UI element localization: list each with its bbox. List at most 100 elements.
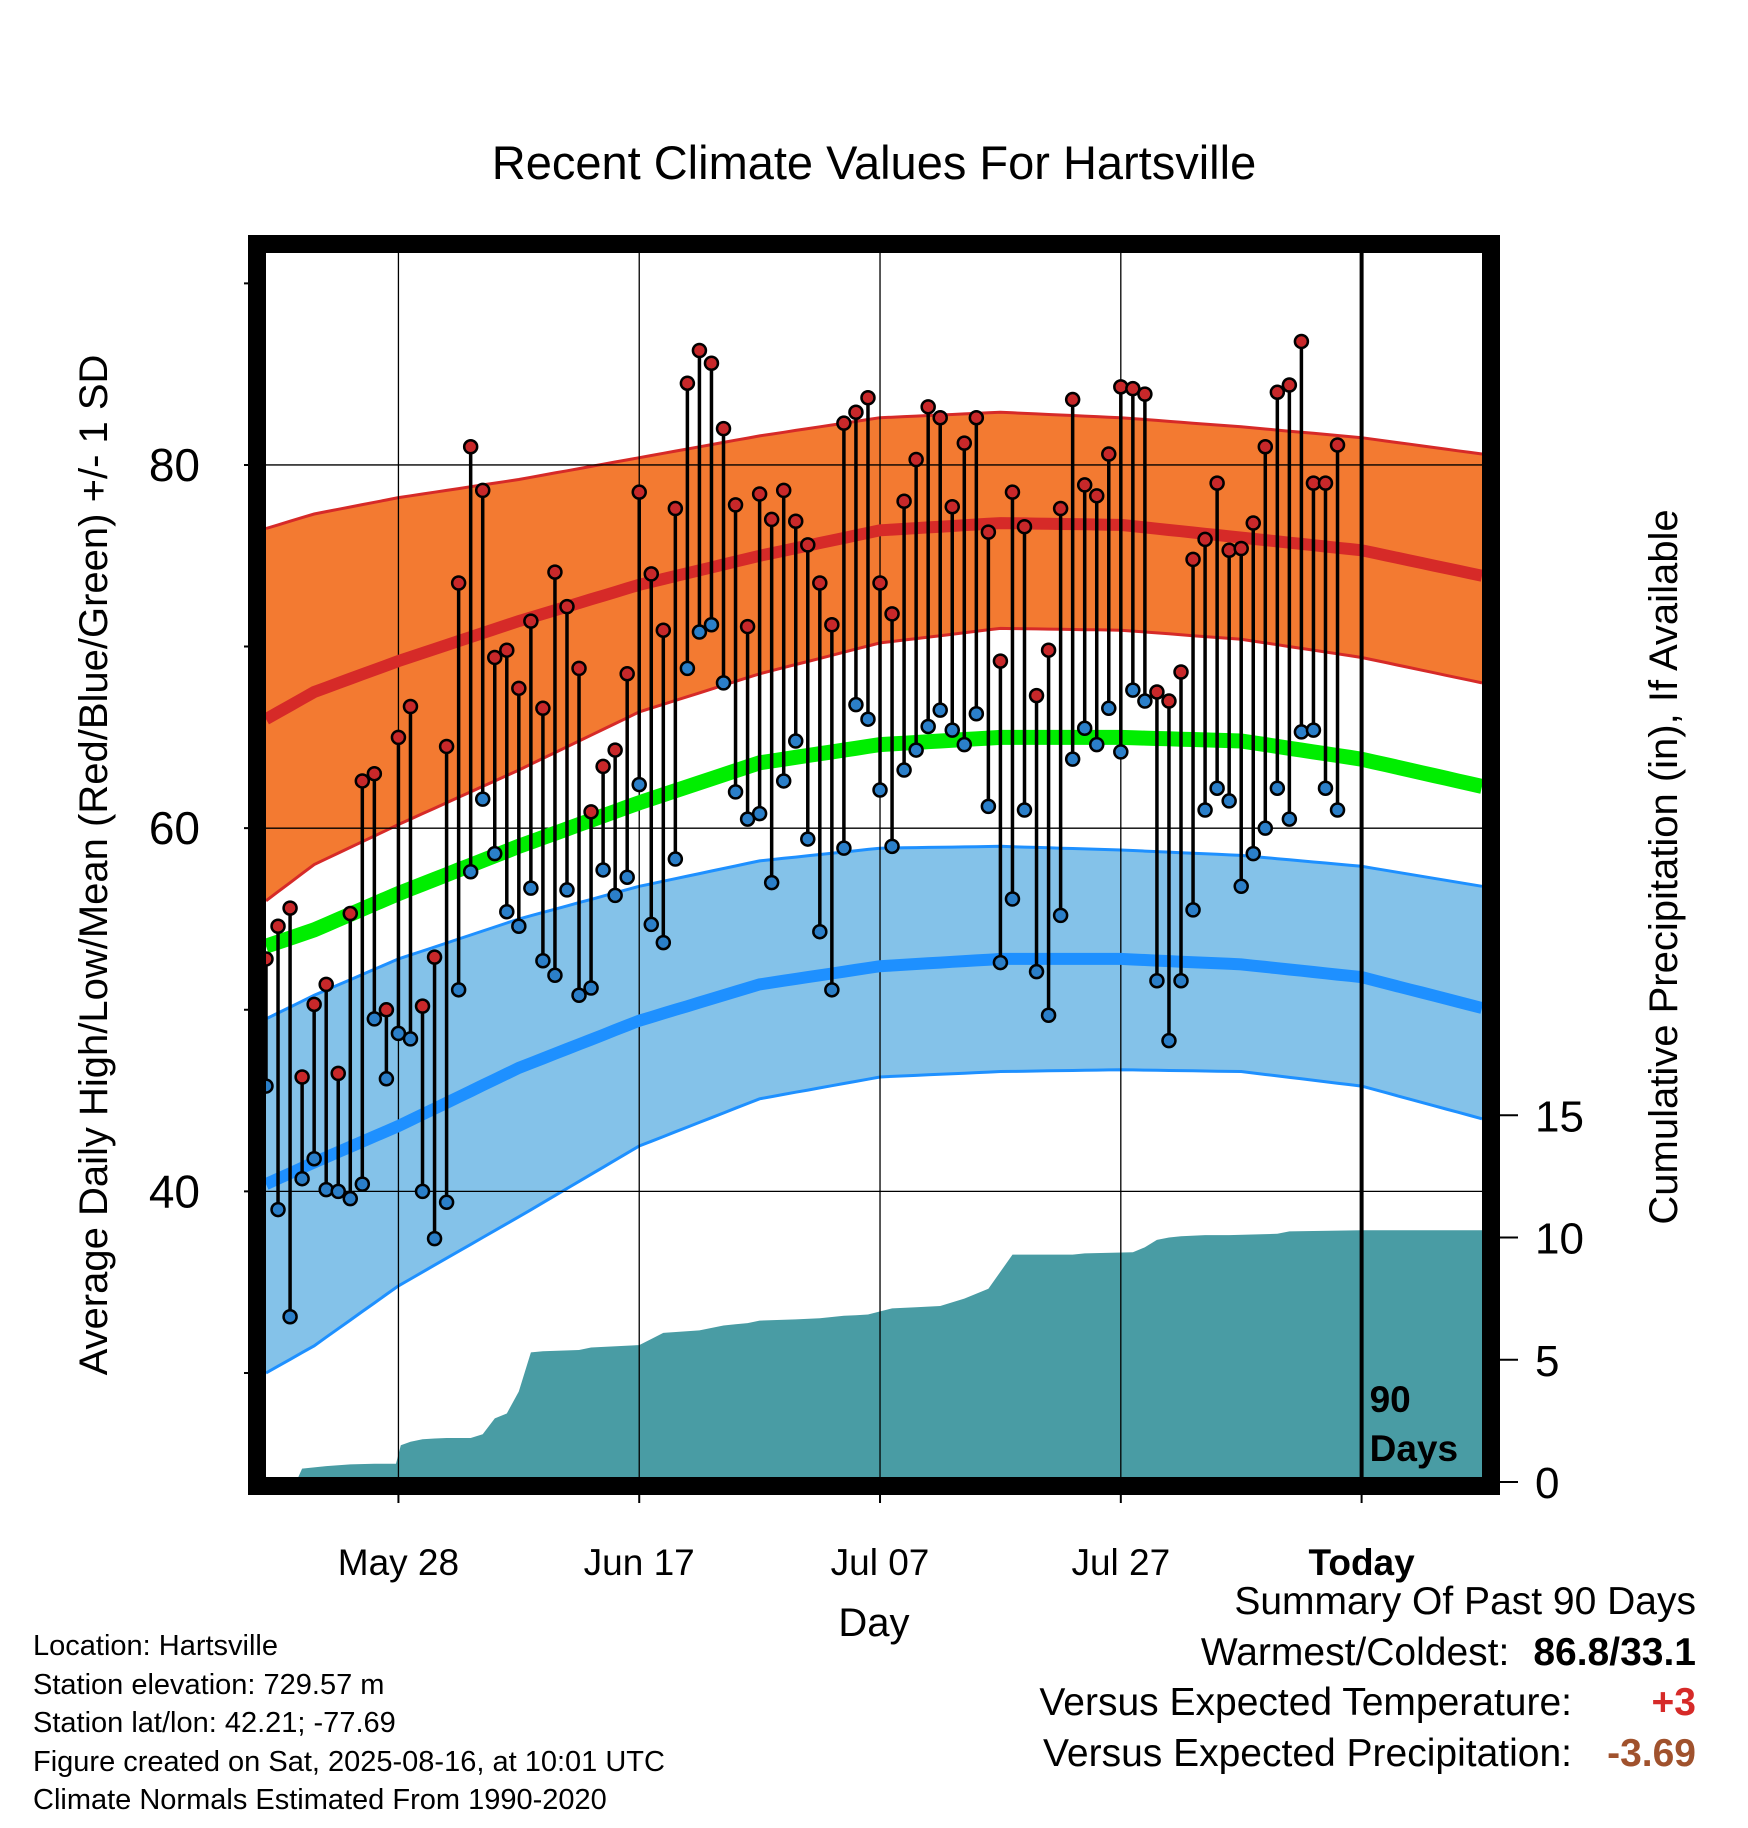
low-temp-point xyxy=(1245,845,1261,862)
high-temp-point xyxy=(1064,391,1081,408)
high-temp-point xyxy=(932,409,948,426)
high-temp-point xyxy=(655,622,672,638)
low-temp-point xyxy=(968,706,985,722)
low-temp-point xyxy=(523,880,539,896)
low-temp-point xyxy=(1088,736,1105,753)
high-temp-point xyxy=(1329,437,1346,453)
high-temp-point xyxy=(980,524,997,540)
low-temp-point xyxy=(1161,1032,1177,1049)
high-temp-point xyxy=(1317,475,1334,491)
plot-frame xyxy=(248,235,1500,1495)
y2-tick-label: 5 xyxy=(1535,1337,1559,1386)
y2-axis-label: Cumulative Precipitation (in), If Availa… xyxy=(1642,509,1686,1224)
low-temp-point xyxy=(1173,972,1189,989)
normals-text: Climate Normals Estimated From 1990-2020 xyxy=(33,1784,607,1816)
low-temp-point xyxy=(294,1170,310,1187)
low-temp-point xyxy=(800,831,816,847)
high-temp-point xyxy=(643,566,660,582)
temp-anomaly-label: Versus Expected Temperature: xyxy=(1039,1681,1572,1724)
high-temp-point xyxy=(775,482,792,499)
low-sd-lower-line xyxy=(265,1068,1483,1375)
low-temp-point xyxy=(1040,1007,1057,1023)
low-temp-point xyxy=(1197,802,1213,818)
y-axis-label: Average Daily High/Low/Mean (Red/Blue/Gr… xyxy=(72,355,116,1376)
warm-cold-label: Warmest/Coldest: xyxy=(1200,1630,1510,1674)
x-tick-label: Jul 07 xyxy=(831,1542,930,1583)
high-temp-point xyxy=(378,1002,395,1018)
low-temp-point xyxy=(1137,693,1153,709)
low-temp-point xyxy=(583,980,599,996)
low-temp-point xyxy=(438,1194,455,1211)
summary-heading: Summary Of Past 90 Days xyxy=(1234,1580,1696,1623)
low-temp-point xyxy=(571,987,587,1004)
high-temp-point xyxy=(294,1069,310,1085)
high-temp-point xyxy=(667,500,684,517)
low-temp-point xyxy=(908,742,924,758)
high-temp-point xyxy=(619,666,635,682)
high-temp-point xyxy=(884,606,900,622)
low-temp-point xyxy=(1221,793,1237,809)
low-temp-point xyxy=(824,982,840,998)
precip-anomaly-label: Versus Expected Precipitation: xyxy=(1043,1731,1572,1775)
high-temp-point xyxy=(450,575,467,591)
high-temp-point xyxy=(824,617,840,633)
low-temp-point xyxy=(763,874,780,891)
summary-panel: Summary Of Past 90 Days Warmest/Coldest:… xyxy=(1039,1577,1696,1779)
x-tick-label: Today xyxy=(1308,1542,1415,1583)
high-temp-point xyxy=(1052,500,1069,517)
low-temp-point xyxy=(787,733,804,749)
low-temp-point xyxy=(932,702,948,718)
low-temp-point xyxy=(1233,878,1249,895)
high-temp-point xyxy=(751,486,768,502)
low-temp-point xyxy=(330,1183,346,1200)
high-temp-point xyxy=(342,905,359,922)
low-temp-point xyxy=(727,784,744,800)
high-temp-point xyxy=(1004,484,1021,500)
low-temp-point xyxy=(462,864,479,880)
high-temp-point xyxy=(1137,386,1153,402)
high-temp-point xyxy=(631,484,647,500)
low-temp-point xyxy=(631,776,647,793)
high-temp-point xyxy=(306,996,322,1013)
low-temp-point xyxy=(1064,751,1081,767)
high-temp-point xyxy=(763,511,780,528)
high-temp-point xyxy=(547,564,563,580)
high-temp-point xyxy=(535,700,551,717)
high-temp-point xyxy=(270,918,286,934)
plot-area xyxy=(263,250,1485,1485)
y-tick-label: 40 xyxy=(149,1165,200,1217)
high-temp-point xyxy=(487,649,503,666)
today-days-count: 90 xyxy=(1370,1379,1411,1420)
low-temp-point xyxy=(402,1031,419,1047)
high-temp-point xyxy=(1125,380,1141,397)
high-temp-point xyxy=(800,537,816,553)
low-temp-point xyxy=(1113,744,1129,760)
low-temp-point xyxy=(1329,802,1346,818)
location-text: Location: Hartsville xyxy=(33,1630,278,1662)
summary-precip-row: Versus Expected Precipitation: -3.69 xyxy=(1039,1729,1696,1780)
temp-anomaly-value: +3 xyxy=(1651,1681,1696,1724)
high-temp-point xyxy=(402,698,419,715)
high-temp-point xyxy=(1185,551,1201,568)
high-temp-point xyxy=(366,765,383,782)
high-temp-point xyxy=(944,498,961,515)
low-temp-point xyxy=(896,762,912,778)
high-temp-point xyxy=(282,900,298,916)
high-temp-point xyxy=(992,653,1009,669)
low-temp-point xyxy=(667,851,684,867)
high-temp-point xyxy=(848,404,864,421)
low-temp-point xyxy=(1016,802,1033,818)
low-temp-point xyxy=(956,736,973,753)
high-temp-point xyxy=(679,375,696,391)
low-temp-point xyxy=(426,1230,443,1247)
y2-tick-label: 10 xyxy=(1535,1215,1584,1264)
high-temp-point xyxy=(739,618,756,635)
y-tick-label: 60 xyxy=(149,802,200,854)
low-temp-point xyxy=(860,711,876,727)
low-temp-point xyxy=(1076,720,1093,737)
low-temp-point xyxy=(1269,780,1286,796)
x-tick-label: Jun 17 xyxy=(584,1542,695,1583)
low-temp-point xyxy=(1004,891,1021,907)
high-temp-point xyxy=(1161,693,1177,709)
